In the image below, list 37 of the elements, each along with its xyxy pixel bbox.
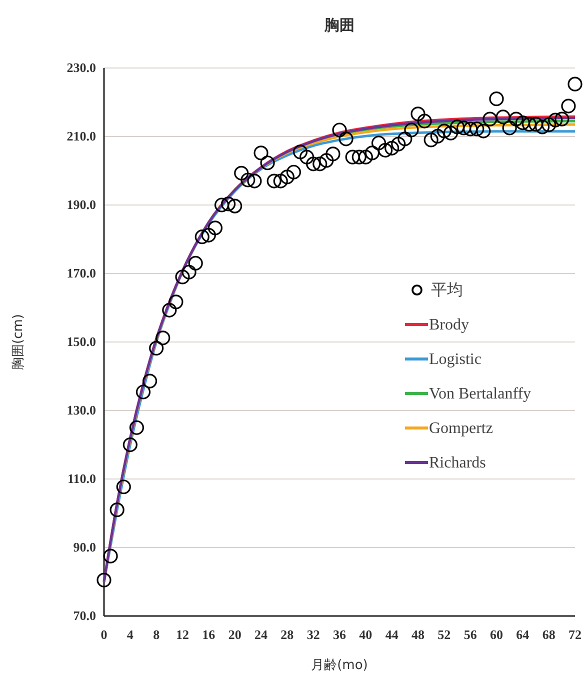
x-tick-label: 36 xyxy=(333,627,346,642)
legend-label: Richards xyxy=(429,454,486,472)
x-axis-title: 月齢(mo) xyxy=(311,658,368,673)
y-tick-label: 70.0 xyxy=(73,608,96,624)
x-tick-label: 12 xyxy=(176,627,189,642)
y-tick-label: 190.0 xyxy=(66,197,96,212)
x-tick-label: 40 xyxy=(359,627,372,642)
y-tick-label: 170.0 xyxy=(66,266,96,281)
x-tick-label: 52 xyxy=(438,627,451,642)
x-tick-label: 16 xyxy=(202,627,216,642)
legend-label: 平均 xyxy=(431,280,463,299)
x-tick-label: 8 xyxy=(153,627,160,642)
x-tick-label: 44 xyxy=(385,627,399,642)
y-axis-title: 胸囲(cm) xyxy=(11,314,26,370)
x-tick-label: 28 xyxy=(280,627,294,642)
legend-label: Logistic xyxy=(429,351,482,368)
chart-title: 胸囲 xyxy=(324,16,354,34)
x-tick-label: 60 xyxy=(490,627,503,642)
x-tick-label: 68 xyxy=(542,627,556,642)
legend-label: Gompertz xyxy=(429,420,493,437)
legend-label: Von Bertalanffy xyxy=(429,386,532,402)
y-tick-label: 110.0 xyxy=(67,471,96,486)
x-tick-label: 4 xyxy=(126,627,134,642)
x-tick-label: 48 xyxy=(412,627,425,642)
x-tick-label: 64 xyxy=(516,627,530,642)
x-tick-label: 20 xyxy=(228,627,242,642)
y-tick-label: 90.0 xyxy=(73,540,96,555)
y-tick-label: 230.0 xyxy=(66,60,96,76)
x-tick-label: 24 xyxy=(254,627,268,642)
x-tick-label: 72 xyxy=(568,627,582,642)
x-tick-label: 32 xyxy=(306,627,320,642)
x-tick-label: 0 xyxy=(100,627,108,642)
x-tick-label: 56 xyxy=(464,627,478,642)
y-tick-label: 130.0 xyxy=(66,402,96,418)
y-tick-label: 150.0 xyxy=(66,334,96,350)
y-tick-label: 210.0 xyxy=(66,128,96,144)
legend-label: Brody xyxy=(429,316,469,334)
